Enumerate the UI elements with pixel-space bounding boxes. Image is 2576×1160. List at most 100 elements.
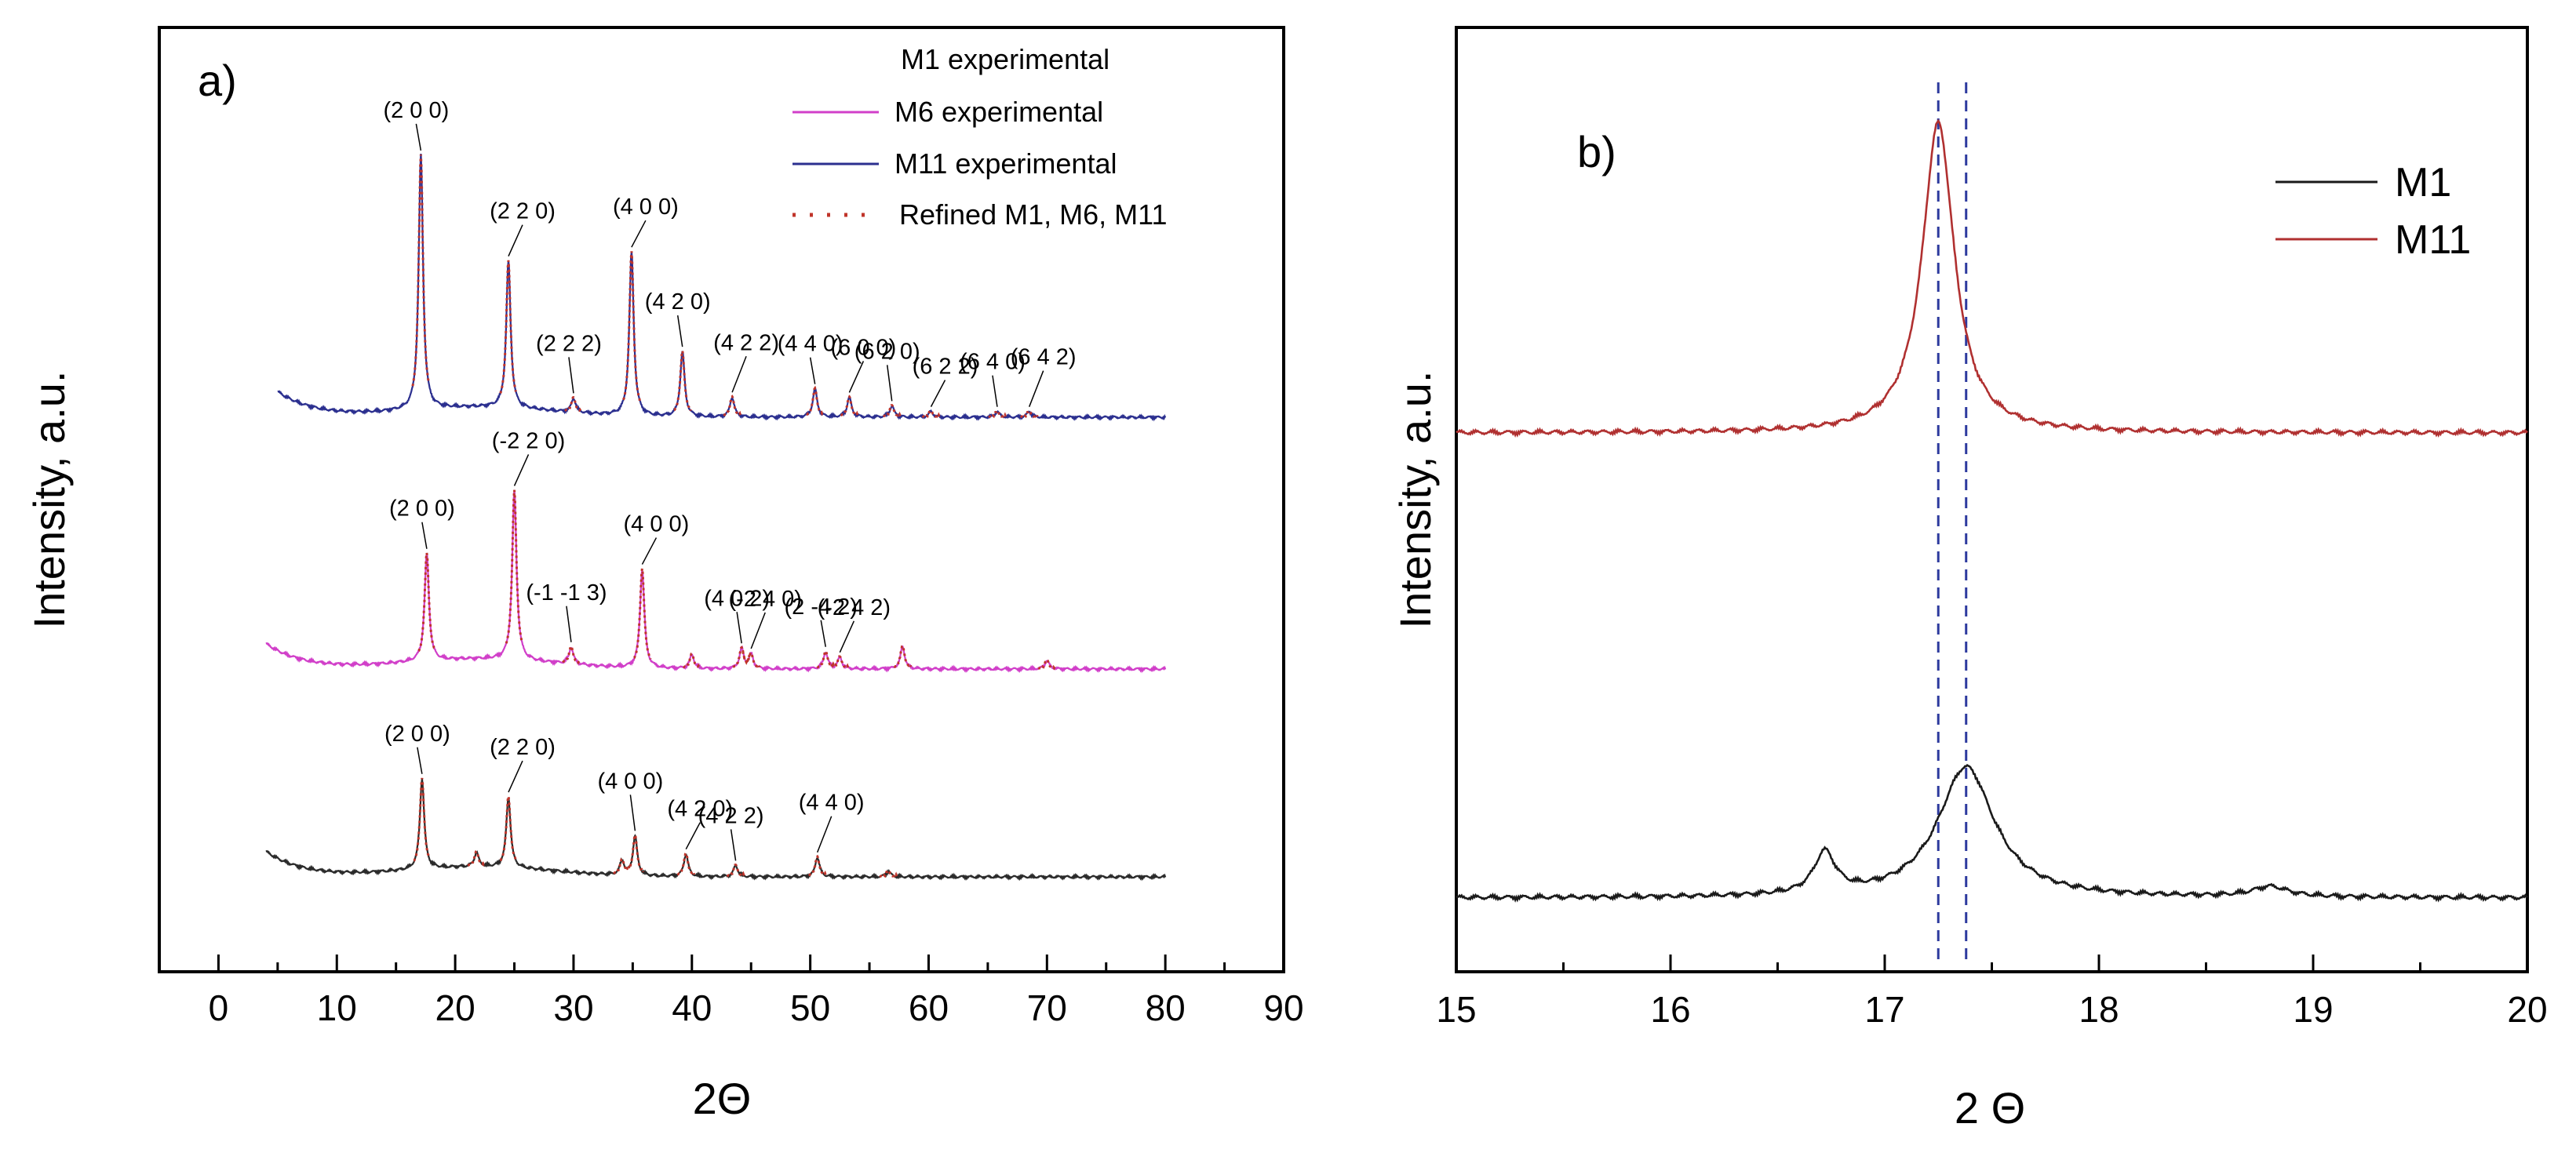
x-tick-label-10: 10: [317, 987, 357, 1028]
legend-entry-m1-experimental: M1 experimental: [901, 43, 1109, 75]
refined-fit-m1-peak-7: [807, 854, 827, 877]
refined-fit-m1-peak-4: [625, 831, 645, 874]
series-m1-experimental: [265, 778, 1167, 882]
peak-arrow-m6-2-0-0: [421, 522, 428, 549]
peak-arrow-m11-6-2-0: [886, 365, 893, 402]
peak-arrow-m11-4-0-0: [631, 220, 647, 248]
peak-label-m11-6-0-0: (6 0 0): [830, 335, 896, 360]
peak-label-m1-2-2-0: (2 2 0): [490, 735, 556, 760]
peak-label-m6-4-0-2: (4 0 2): [704, 586, 770, 611]
x-tick-label-18: 18: [2079, 989, 2119, 1030]
x-tick-label-19: 19: [2293, 989, 2333, 1030]
peak-arrow-m11-4-4-0: [809, 357, 816, 384]
peak-label-m11-4-0-0: (4 0 0): [613, 195, 679, 220]
refined-fit-m1-peak-1: [467, 849, 486, 867]
refined-fit-m11-peak-2: [564, 395, 583, 413]
peak-label-m6-2-4-0: (-2 4 0): [728, 587, 801, 612]
peak-arrow-m1-4-2-0: [685, 822, 701, 850]
series-m11-experimental: [277, 153, 1167, 422]
panel-a: 0 10 20 30 40 50 60 70 80 90 (2 0 0) (2 2 0) (2 2 2…: [24, 26, 1304, 1123]
peak-label-m1-2-0-0: (2 0 0): [384, 722, 450, 747]
peak-arrow-m11-6-0-0: [848, 361, 865, 393]
refined-fit-m11-peak-3: [622, 251, 641, 402]
panel-b-series: [1456, 118, 2528, 903]
x-tick-label-15: 15: [1436, 989, 1476, 1030]
peak-label-m6-4-0-0: (4 0 0): [624, 512, 690, 537]
panel-b-legend: M1 M11: [2275, 160, 2471, 263]
refined-fit-m11-peak-0: [411, 155, 430, 387]
refined-fit-m11-peak-1: [499, 260, 518, 395]
series-m6-experimental: [265, 489, 1167, 674]
peak-label-m6-2-4-2: (-2 4 2): [818, 595, 891, 620]
x-tick-label-60: 60: [909, 987, 949, 1028]
peak-arrow-m6-1-1-3: [566, 605, 572, 642]
peak-arrow-m6-4-0-0: [641, 537, 658, 565]
peak-label-m11-6-2-2: (6 2 2): [913, 355, 978, 380]
refined-fit-m1-peak-0: [413, 777, 431, 862]
x-tick-label-70: 70: [1027, 987, 1067, 1028]
peak-label-m11-6-4-0: (6 4 0): [960, 350, 1026, 375]
panel-a-label: a): [198, 56, 237, 105]
panel-b-label: b): [1577, 127, 1616, 176]
peak-arrow-m1-4-0-0: [629, 795, 636, 831]
series-m11: [1456, 118, 2528, 438]
peak-label-m6-1-1-3: (-1 -1 3): [526, 580, 607, 605]
x-tick-label-20: 20: [2507, 989, 2547, 1030]
refined-fit-m1-peak-2: [499, 795, 517, 862]
refined-fit-m11-peak-9: [921, 409, 941, 420]
panel-b-x-ticks: 15 16 17 18 19 20: [1436, 955, 2548, 1030]
panel-b-frame: [1455, 26, 2529, 973]
panel-b-y-axis-label: Intensity, a.u.: [1390, 371, 1440, 629]
refined-fit-m6-peak-6: [741, 649, 761, 669]
peak-arrow-m11-6-4-0: [992, 375, 998, 407]
refined-fit-m11-peak-11: [1019, 409, 1039, 420]
x-tick-label-20: 20: [435, 987, 475, 1028]
x-tick-label-17: 17: [1864, 989, 1904, 1030]
refined-fit-m6-peak-4: [682, 652, 701, 670]
refined-fit-m1-peak-6: [726, 864, 745, 878]
peak-arrow-m11-4-2-0: [676, 315, 683, 347]
peak-label-m1-4-2-2: (4 2 2): [698, 803, 764, 828]
refined-fit-m1-peak-3: [613, 857, 632, 875]
refined-fit-m6-peak-9: [893, 643, 913, 669]
panel-a-x-ticks: 0 10 20 30 40 50 60 70 80 90: [209, 955, 1304, 1028]
legend-entry-m6-experimental: M6 experimental: [894, 96, 1103, 128]
peak-arrow-m1-2-2-0: [508, 760, 523, 793]
panel-b-x-axis-label: 2 Θ: [1955, 1083, 2025, 1133]
peak-arrow-m6-2-2-0: [513, 454, 530, 486]
peak-label-m11-4-2-2: (4 2 2): [713, 330, 779, 355]
x-tick-label-50: 50: [790, 987, 830, 1028]
peak-label-m11-2-2-0: (2 2 0): [490, 199, 556, 224]
panel-a-x-axis-label: 2Θ: [693, 1074, 752, 1123]
legend-entry-m11: M11: [2395, 217, 2471, 263]
refined-fit-m11-peak-8: [882, 404, 902, 418]
refined-fit-m11-peak-5: [723, 395, 742, 417]
x-tick-label-80: 80: [1146, 987, 1186, 1028]
peak-label-m6-2-2-0: (-2 2 0): [492, 428, 565, 453]
refined-fit-m11-peak-4: [673, 351, 692, 411]
peak-arrow-m6-2-4-0: [750, 612, 766, 649]
panel-a-peak-labels: (2 0 0)(2 2 0)(2 2 2)(4 0 0)(4 2 0)(4 2 …: [383, 98, 1077, 861]
peak-label-m1-4-0-0: (4 0 0): [597, 769, 663, 794]
peak-arrow-m11-2-2-2: [568, 357, 574, 394]
peak-label-m11-6-4-2: (6 4 2): [1011, 345, 1077, 370]
x-tick-label-40: 40: [672, 987, 712, 1028]
legend-entry-m11-experimental: M11 experimental: [894, 147, 1117, 180]
x-tick-label-30: 30: [553, 987, 593, 1028]
peak-label-m11-6-2-0: (6 2 0): [854, 339, 920, 364]
peak-label-m11-2-2-2: (2 2 2): [536, 331, 602, 356]
panel-a-legend: M1 experimental M6 experimental M11 expe…: [792, 43, 1167, 231]
peak-arrow-m11-4-2-2: [731, 356, 747, 393]
x-tick-label-16: 16: [1650, 989, 1690, 1030]
refined-fit-m11-peak-6: [806, 385, 825, 416]
peak-label-m11-4-4-0: (4 4 0): [778, 332, 843, 357]
panel-b-reference-lines: [1937, 82, 1968, 963]
peak-arrow-m6-2-4-2: [820, 620, 826, 647]
refined-fit-m6-peak-8: [830, 655, 850, 670]
refined-fit-m1-peak-8: [879, 868, 898, 879]
peak-arrow-m1-4-2-2: [730, 829, 737, 861]
peak-arrow-m1-2-0-0: [417, 747, 423, 774]
panel-a-series: [265, 153, 1167, 882]
peak-label-m1-4-2-0: (4 2 0): [667, 797, 733, 822]
peak-label-m1-4-4-0: (4 4 0): [799, 791, 865, 816]
